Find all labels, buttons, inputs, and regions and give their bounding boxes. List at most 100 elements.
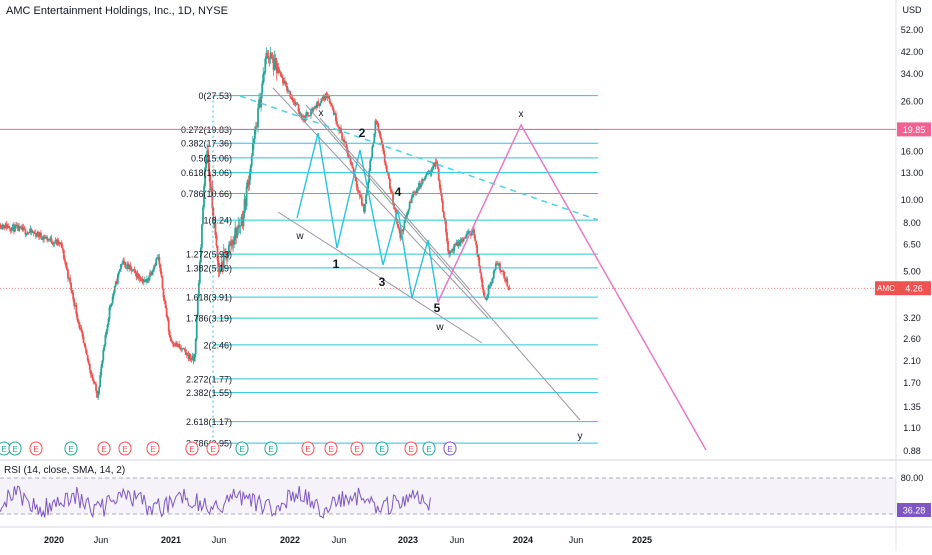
candle-body <box>401 230 404 232</box>
candle-body <box>496 263 499 266</box>
candle-body <box>166 316 169 320</box>
candle-body <box>310 108 312 116</box>
candle-body <box>209 175 212 191</box>
candle-body <box>194 339 197 355</box>
rsi-line <box>0 485 431 519</box>
candle-body <box>144 279 147 283</box>
time-tick-label: Jun <box>332 535 347 545</box>
candle-body <box>480 272 483 280</box>
candle-body <box>120 264 122 270</box>
candle-body <box>153 265 156 270</box>
candle-body <box>211 187 214 208</box>
earnings-marker <box>350 441 364 456</box>
candle-body <box>96 390 98 398</box>
rsi-indicator-label[interactable]: RSI (14, close, SMA, 14, 2) <box>4 465 126 476</box>
candle-body <box>441 200 444 212</box>
candle-body <box>92 376 94 381</box>
candle-body <box>24 228 27 235</box>
candle-body <box>398 228 401 231</box>
earnings-marker-label: E <box>1 445 6 454</box>
candle-body <box>278 72 281 73</box>
candle-body <box>347 152 350 158</box>
candle-body <box>259 99 261 108</box>
candle-body <box>268 57 271 59</box>
candle-body <box>193 354 196 362</box>
candle-body <box>105 331 108 336</box>
candle-body <box>439 187 442 193</box>
candle-body <box>292 100 295 102</box>
fib-level-label: 1(8.24) <box>203 216 232 226</box>
candle-body <box>15 225 17 227</box>
candle-body <box>322 95 325 99</box>
candle-body <box>104 335 107 345</box>
candle-body <box>62 249 65 259</box>
last-price-tag-text: 4.26 <box>905 284 923 294</box>
candle-body <box>69 277 71 283</box>
candle-body <box>171 341 174 344</box>
candle-body <box>263 72 266 75</box>
candle-body <box>9 229 12 231</box>
candle-body <box>140 278 143 282</box>
candle-body <box>473 229 475 236</box>
wave-label: x <box>319 108 324 119</box>
candle-body <box>462 238 465 242</box>
candle-body <box>455 242 458 245</box>
candle-body <box>266 52 269 57</box>
candle-body <box>134 270 137 273</box>
rsi-band <box>0 478 896 514</box>
candle-body <box>181 348 184 350</box>
candle-body <box>273 58 276 70</box>
candle-body <box>451 248 454 252</box>
earnings-marker-label: E <box>239 445 244 454</box>
candle-body <box>498 263 500 266</box>
candle-body <box>297 104 300 112</box>
earnings-marker-label: E <box>268 445 273 454</box>
candle-body <box>97 393 99 398</box>
candle-body <box>157 257 160 258</box>
candle-body <box>94 383 96 385</box>
symbol-title[interactable]: AMC Entertainment Holdings, Inc., 1D, NY… <box>4 4 230 18</box>
candle-body <box>293 101 296 103</box>
candle-body <box>410 196 413 203</box>
candle-body <box>154 265 157 267</box>
candle-body <box>31 231 34 233</box>
earnings-marker-label: E <box>447 445 452 454</box>
candle-body <box>355 180 358 187</box>
candle-body <box>182 348 185 350</box>
candle-body <box>454 244 457 245</box>
candle-body <box>494 263 497 270</box>
candle-body <box>0 228 3 229</box>
candle-body <box>232 240 234 245</box>
candle-body <box>407 209 410 213</box>
earnings-marker-label: E <box>68 445 73 454</box>
earnings-marker-label: E <box>150 445 155 454</box>
candle-body <box>138 277 141 280</box>
dashed-trend-line <box>239 95 599 221</box>
candle-body <box>503 271 506 279</box>
wave-label: y <box>578 431 583 442</box>
candle-body <box>363 205 365 212</box>
candle-body <box>422 179 425 181</box>
candle-body <box>107 318 110 326</box>
candle-body <box>466 232 469 234</box>
candle-body <box>77 319 80 323</box>
candle-body <box>142 281 145 283</box>
candle-body <box>161 276 164 289</box>
candle-body <box>500 270 502 272</box>
candle-body <box>251 143 254 156</box>
earnings-marker <box>235 441 249 456</box>
candle-body <box>196 298 199 316</box>
candle-body <box>26 232 29 235</box>
candle-body <box>22 227 25 231</box>
candle-body <box>190 358 193 361</box>
candle-body <box>204 167 206 186</box>
candle-body <box>432 162 435 169</box>
candle-body <box>70 282 72 291</box>
earnings-marker-label: E <box>189 445 194 454</box>
candle-body <box>306 112 309 116</box>
candle-body <box>48 239 51 241</box>
candle-body <box>319 102 322 106</box>
